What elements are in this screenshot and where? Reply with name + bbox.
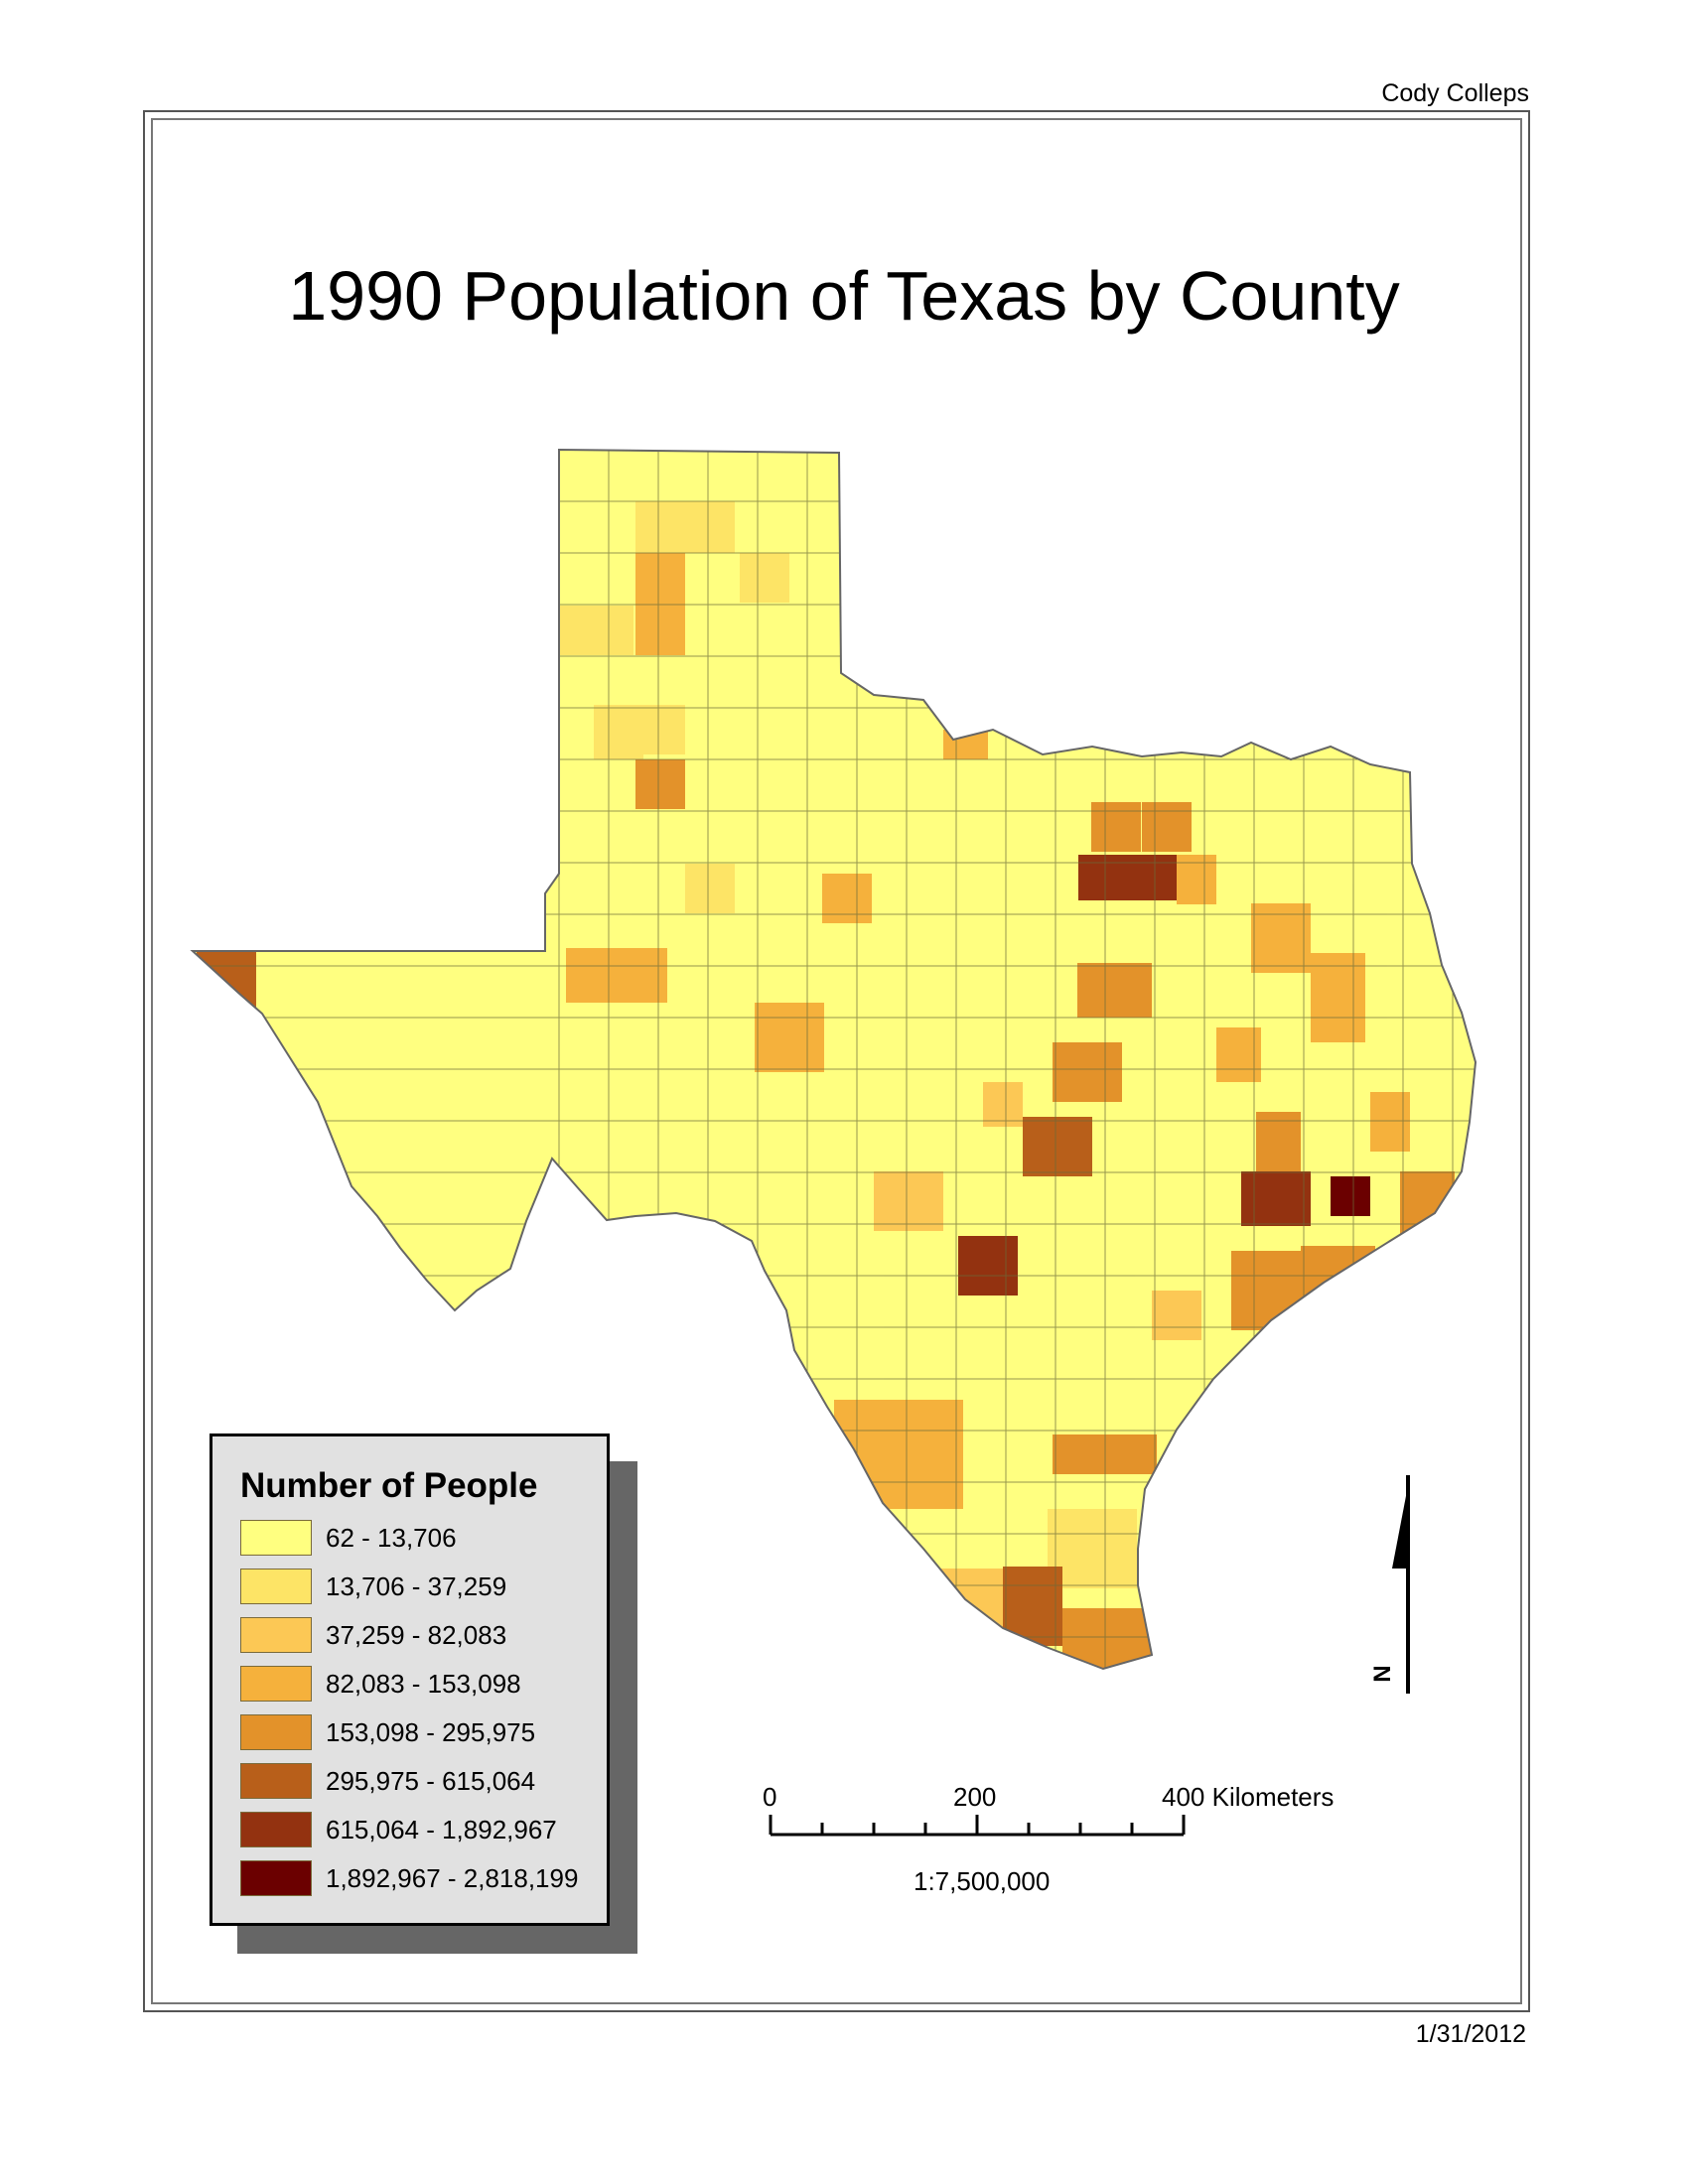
legend-title: Number of People (240, 1466, 538, 1505)
county (740, 553, 789, 603)
county (594, 705, 643, 759)
scale-label-200: 200 (953, 1782, 997, 1812)
county (1152, 1291, 1201, 1340)
north-arrow-icon (1392, 1475, 1410, 1694)
legend-swatch (240, 1520, 312, 1556)
legend-label: 37,259 - 82,083 (326, 1619, 507, 1650)
county (1256, 1112, 1301, 1171)
legend-label: 615,064 - 1,892,967 (326, 1814, 557, 1844)
legend-label: 153,098 - 295,975 (326, 1716, 536, 1747)
legend-swatch (240, 1714, 312, 1750)
legend-item: 615,064 - 1,892,967 (240, 1812, 557, 1847)
county (958, 1236, 1018, 1296)
county (635, 553, 685, 608)
scale-label-400: 400 Kilometers (1162, 1782, 1335, 1812)
legend-item: 82,083 - 153,098 (240, 1666, 521, 1702)
map-frame-inner (151, 118, 1522, 2004)
legend: Number of People 62 - 13,706 13,706 - 37,… (210, 1433, 610, 1926)
legend-swatch (240, 1617, 312, 1653)
county (685, 864, 735, 913)
legend-item: 295,975 - 615,064 (240, 1763, 535, 1799)
county (1331, 1176, 1370, 1216)
county (1311, 953, 1365, 1042)
county (635, 759, 685, 809)
county (635, 705, 685, 754)
county (834, 1400, 963, 1509)
north-letter: N (1367, 1665, 1395, 1683)
county (618, 948, 667, 1003)
map-frame-outer (143, 110, 1530, 2012)
county (1003, 1567, 1062, 1646)
legend-label: 1,892,967 - 2,818,199 (326, 1862, 579, 1893)
legend-item: 153,098 - 295,975 (240, 1714, 535, 1750)
county (1251, 903, 1311, 973)
legend-label: 62 - 13,706 (326, 1522, 457, 1553)
county (1053, 1042, 1122, 1102)
county (1216, 1385, 1256, 1434)
legend-item: 1,892,967 - 2,818,199 (240, 1860, 578, 1896)
date-label: 1/31/2012 (1415, 2020, 1526, 2048)
legend-label: 13,706 - 37,259 (326, 1570, 507, 1601)
county (822, 874, 872, 923)
county (874, 1171, 943, 1231)
county (983, 1082, 1023, 1127)
legend-item: 13,706 - 37,259 (240, 1569, 506, 1604)
scale-ratio: 1:7,500,000 (914, 1866, 1051, 1896)
legend-label: 82,083 - 153,098 (326, 1668, 521, 1699)
county (1023, 1117, 1092, 1176)
map-title: 1990 Population of Texas by County (288, 257, 1400, 335)
county (1128, 855, 1178, 900)
legend-item: 37,259 - 82,083 (240, 1617, 506, 1653)
county (755, 1003, 824, 1072)
legend-swatch (240, 1569, 312, 1604)
county (1091, 802, 1141, 852)
county (1078, 855, 1128, 900)
county (685, 501, 735, 553)
legend-swatch (240, 1666, 312, 1702)
county (1077, 963, 1152, 1018)
county (1231, 1251, 1311, 1330)
county (635, 501, 685, 553)
county (1142, 802, 1192, 852)
legend-swatch (240, 1860, 312, 1896)
county (1241, 1171, 1311, 1226)
scale-label-0: 0 (763, 1782, 777, 1812)
legend-label: 295,975 - 615,064 (326, 1765, 536, 1796)
county (635, 606, 685, 655)
county (1062, 1608, 1152, 1668)
legend-swatch (240, 1812, 312, 1847)
county (1370, 1092, 1410, 1152)
author-label: Cody Colleps (1381, 79, 1529, 107)
legend-item: 62 - 13,706 (240, 1520, 457, 1556)
county (559, 606, 633, 655)
legend-swatch (240, 1763, 312, 1799)
scale-bar (769, 1815, 1186, 1837)
county (566, 948, 618, 1003)
